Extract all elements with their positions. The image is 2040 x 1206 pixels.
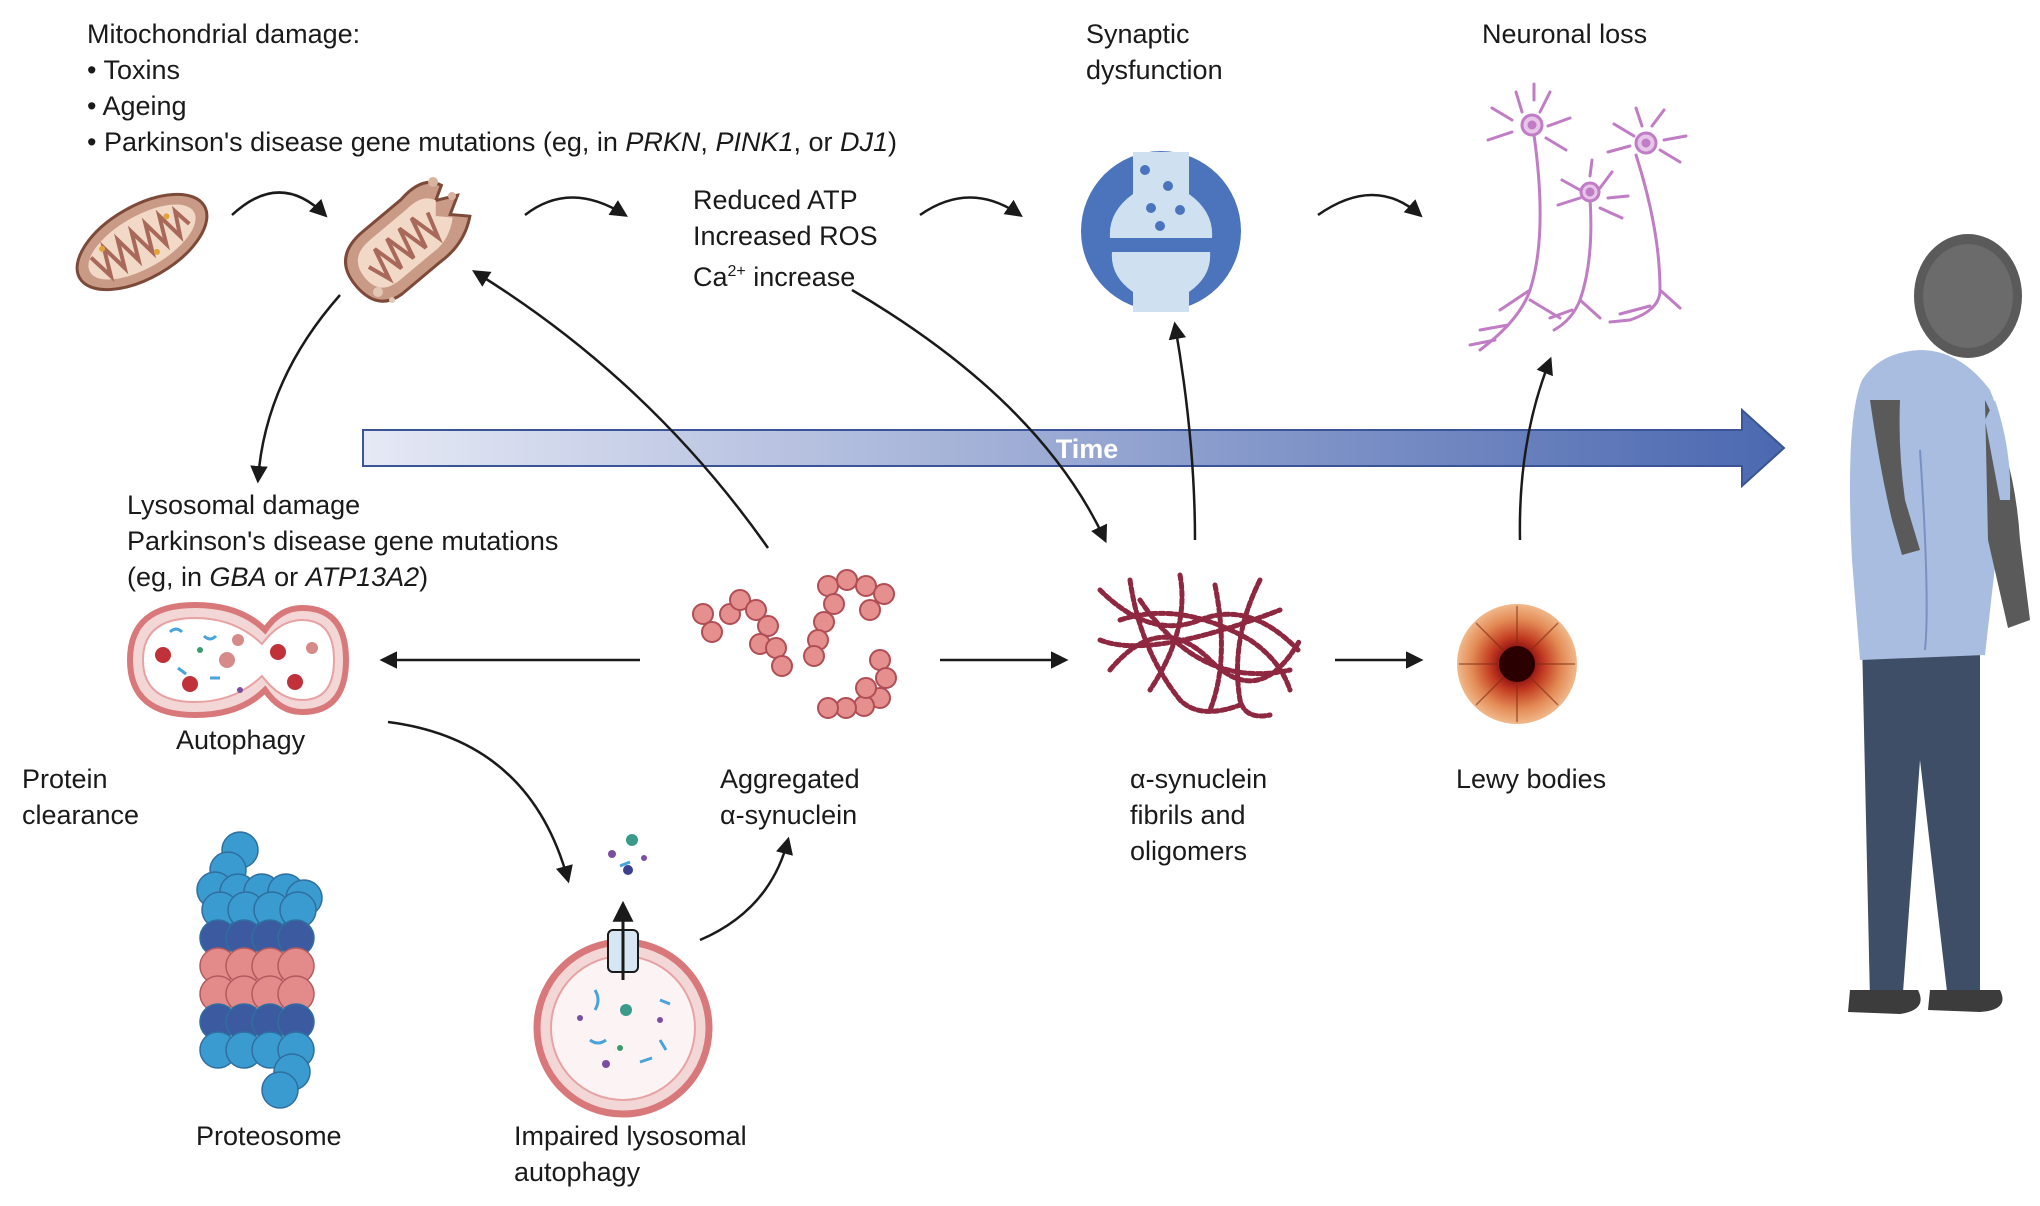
fibrils-line: fibrils and bbox=[1130, 800, 1246, 830]
gene-gba: GBA bbox=[209, 562, 267, 592]
aggregated-synuclein-label: Aggregated α-synuclein bbox=[720, 761, 860, 833]
calcium-symbol: Ca bbox=[693, 262, 728, 292]
aggregated-line: Aggregated bbox=[720, 764, 860, 794]
gene-atp13a2: ATP13A2 bbox=[305, 562, 420, 592]
person-figure-icon bbox=[1848, 234, 2030, 1014]
increased-ros-text: Increased ROS bbox=[693, 221, 878, 251]
synapse-icon bbox=[1081, 151, 1241, 312]
arrow-autophagy-to-impaired bbox=[387, 720, 573, 884]
arrow-stress-to-fibrils bbox=[851, 288, 1108, 544]
reduced-atp-text: Reduced ATP bbox=[693, 185, 858, 215]
lysosomal-genes: (eg, in GBA or ATP13A2) bbox=[127, 559, 558, 595]
arrow-damaged-to-stress bbox=[524, 196, 628, 217]
mito-damage-heading: Mitochondrial damage: bbox=[87, 19, 361, 49]
impaired-lysosomal-autophagy-label: Impaired lysosomal autophagy bbox=[514, 1118, 747, 1190]
autophagy-lysosome-icon bbox=[126, 601, 350, 719]
proteosome-label: Proteosome bbox=[196, 1121, 342, 1151]
lyso-genes-sep: or bbox=[266, 562, 306, 592]
autophagy-label: Autophagy bbox=[176, 725, 306, 755]
arrow-fibrils-to-synapse bbox=[1168, 321, 1197, 541]
synaptic-line: dysfunction bbox=[1086, 55, 1223, 85]
synaptic-dysfunction-label: Synaptic dysfunction bbox=[1086, 16, 1223, 88]
arrow-healthy-to-damaged bbox=[231, 191, 328, 218]
lysosomal-damage-label: Lysosomal damage Parkinson's disease gen… bbox=[127, 487, 558, 595]
fibrils-line: oligomers bbox=[1130, 836, 1248, 866]
protein-clearance-label: Protein clearance bbox=[22, 761, 139, 833]
arrow-stress-to-synapse bbox=[919, 196, 1023, 218]
arrow-impaired-to-aggregate bbox=[699, 836, 793, 942]
aggregated-synuclein-icon bbox=[692, 569, 897, 719]
fibrils-oligomers-icon bbox=[1097, 572, 1303, 719]
impaired-line: autophagy bbox=[514, 1157, 641, 1187]
lewy-bodies-label: Lewy bodies bbox=[1456, 764, 1607, 794]
calcium-charge: 2+ bbox=[727, 263, 746, 280]
arrow-lewy-to-neurons bbox=[1518, 356, 1553, 541]
calcium-suffix: increase bbox=[745, 262, 856, 292]
lyso-genes-prefix: (eg, in bbox=[127, 562, 210, 592]
protein-clearance-line: Protein bbox=[22, 764, 108, 794]
arrow-synapse-to-neurons bbox=[1317, 193, 1423, 218]
time-arrow: Time bbox=[362, 407, 1786, 489]
impaired-line: Impaired lysosomal bbox=[514, 1121, 747, 1151]
lyso-genes-suffix: ) bbox=[419, 562, 429, 592]
genes-sep: , or bbox=[793, 127, 840, 157]
genes-suffix: ) bbox=[888, 127, 898, 157]
arrow-aggregate-to-mito bbox=[472, 270, 770, 549]
fibrils-oligomers-label: α-synuclein fibrils and oligomers bbox=[1130, 761, 1267, 869]
mito-damage-label: Mitochondrial damage: • Toxins • Ageing … bbox=[87, 16, 897, 160]
aggregated-line: α-synuclein bbox=[720, 800, 858, 830]
time-label: Time bbox=[1056, 434, 1119, 464]
mito-damage-genes: • Parkinson's disease gene mutations (eg… bbox=[87, 124, 897, 160]
healthy-mitochondrion-icon bbox=[75, 192, 209, 292]
arrow-mito-to-lysosomal bbox=[250, 294, 341, 484]
stress-label: Reduced ATP Increased ROS Ca2+ increase bbox=[693, 182, 878, 295]
lysosomal-line: Parkinson's disease gene mutations bbox=[127, 526, 559, 556]
genes-sep: , bbox=[700, 127, 716, 157]
damaged-mitochondrion-icon bbox=[344, 177, 472, 303]
genes-prefix: • Parkinson's disease gene mutations (eg… bbox=[87, 127, 626, 157]
fibrils-line: α-synuclein bbox=[1130, 764, 1268, 794]
released-particles-icon bbox=[608, 834, 647, 875]
lysosomal-line: Lysosomal damage bbox=[127, 490, 361, 520]
lewy-body-icon bbox=[1457, 604, 1577, 724]
neurons-icon bbox=[1468, 82, 1688, 352]
impaired-lysosome-icon bbox=[533, 900, 713, 1118]
synaptic-line: Synaptic bbox=[1086, 19, 1190, 49]
pathway-arrows bbox=[231, 191, 1553, 942]
gene-prkn: PRKN bbox=[625, 127, 701, 157]
neuronal-loss-label: Neuronal loss bbox=[1482, 19, 1648, 49]
gene-dj1: DJ1 bbox=[840, 127, 889, 157]
calcium-increase-text: Ca2+ increase bbox=[693, 254, 878, 295]
proteosome-icon bbox=[196, 831, 323, 1109]
gene-pink1: PINK1 bbox=[715, 127, 794, 157]
mito-damage-item: • Toxins bbox=[87, 55, 180, 85]
protein-clearance-line: clearance bbox=[22, 800, 140, 830]
mito-damage-item: • Ageing bbox=[87, 91, 187, 121]
